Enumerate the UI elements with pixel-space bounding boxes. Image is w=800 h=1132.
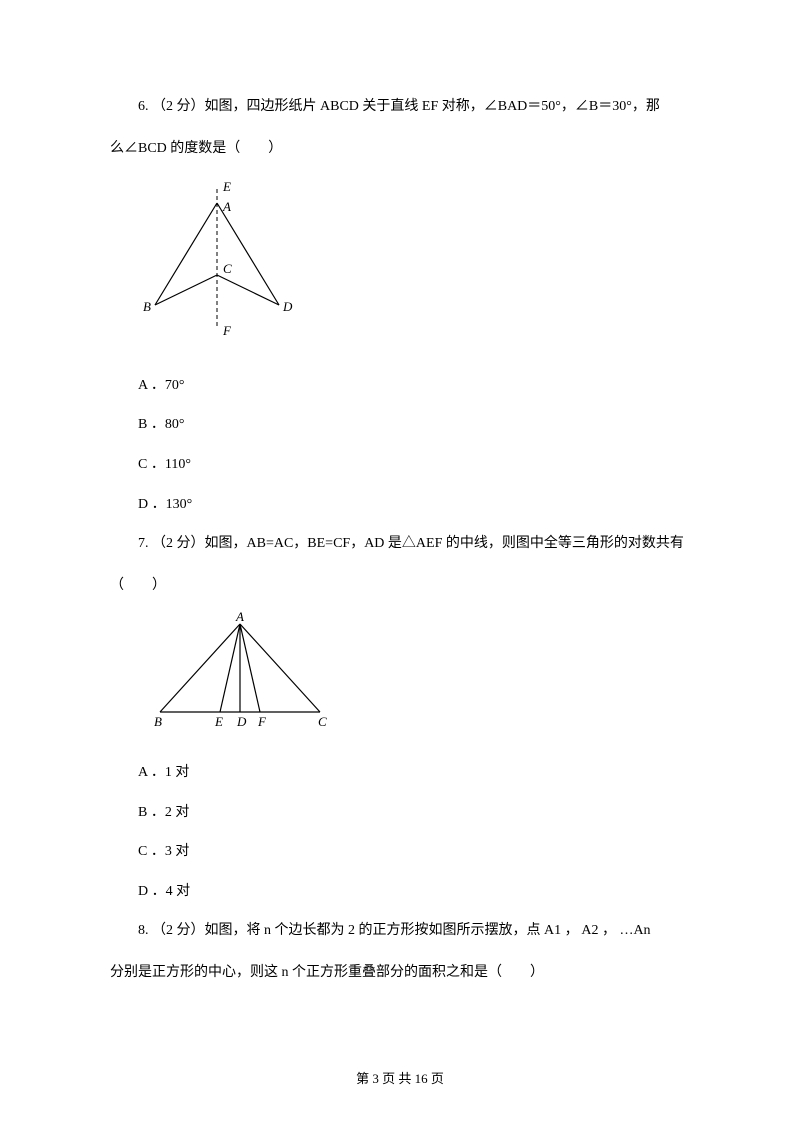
q7-option-c: C ．3 对 [110,835,690,869]
svg-text:D: D [236,714,247,729]
q6-diagram: E A B C D F [140,175,690,359]
q6-option-b: B ．80° [110,408,690,442]
svg-text:E: E [222,179,231,194]
svg-text:C: C [223,261,232,276]
svg-text:E: E [214,714,223,729]
svg-text:A: A [235,612,244,624]
svg-text:F: F [257,714,267,729]
q6-option-c: C ．110° [110,448,690,482]
q7-option-d: D ．4 对 [110,875,690,909]
q8-text-line2: 分别是正方形的中心，则这 n 个正方形重叠部分的面积之和是（ ） [110,956,690,990]
q7-diagram: A B E D F C [140,612,690,746]
q6-text-line2: 么∠BCD 的度数是（ ） [110,132,690,166]
q7-text-line2: （ ） [110,569,690,603]
q7-option-a: A ．1 对 [110,756,690,790]
q7-text-line1: 7. （2 分）如图，AB=AC，BE=CF，AD 是△AEF 的中线，则图中全… [110,527,690,561]
q7-option-b: B ．2 对 [110,796,690,830]
q6-text-line1: 6. （2 分）如图，四边形纸片 ABCD 关于直线 EF 对称，∠BAD＝50… [110,90,690,124]
svg-text:B: B [154,714,162,729]
svg-text:B: B [143,299,151,314]
q8-text-line1: 8. （2 分）如图，将 n 个边长都为 2 的正方形按如图所示摆放，点 A1 … [110,914,690,948]
page-footer: 第 3 页 共 16 页 [0,1063,800,1094]
q6-option-a: A ．70° [110,369,690,403]
svg-text:C: C [318,714,327,729]
svg-text:D: D [282,299,293,314]
svg-text:A: A [222,199,231,214]
svg-text:F: F [222,323,232,338]
q6-option-d: D ．130° [110,488,690,522]
